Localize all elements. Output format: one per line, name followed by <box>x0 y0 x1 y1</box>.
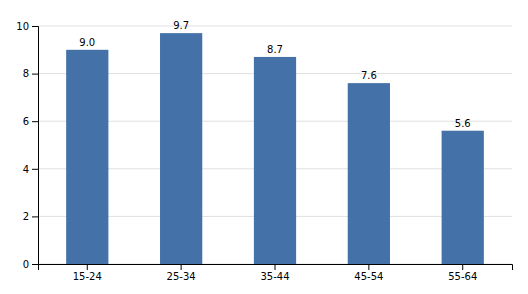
tick-mark <box>462 264 463 270</box>
tick-label: 0 <box>23 259 29 270</box>
tick-label: 25-34 <box>167 271 196 282</box>
bar <box>66 50 108 264</box>
axis-line <box>32 27 39 265</box>
tick: 25-34 <box>167 264 196 282</box>
bars <box>66 33 484 264</box>
grid-line <box>38 26 512 27</box>
bar <box>348 83 390 264</box>
tick-mark <box>32 121 38 122</box>
data-label: 9.0 <box>79 37 95 48</box>
tick-mark <box>32 264 38 265</box>
x-axis: 15-24 25-34 35-44 45-54 55-64 <box>39 264 513 282</box>
tick-mark <box>181 264 182 270</box>
data-label: 8.7 <box>267 44 283 55</box>
tick: 45-54 <box>354 264 383 282</box>
data-label: 7.6 <box>361 70 377 81</box>
tick-mark <box>32 169 38 170</box>
tick-label: 55-64 <box>448 271 477 282</box>
bar <box>254 57 296 264</box>
tick: 35-44 <box>260 264 289 282</box>
tick-label: 15-24 <box>73 271 102 282</box>
tick: 15-24 <box>73 264 102 282</box>
tick-mark <box>32 74 38 75</box>
tick-label: 2 <box>23 211 29 222</box>
tick-label: 8 <box>23 68 29 79</box>
tick-label: 35-44 <box>260 271 289 282</box>
tick: 4 <box>23 164 38 175</box>
chart: 15-24 25-34 35-44 45-54 55-64 0 2 4 6 8 10 9.0 9.7 8.… <box>0 0 528 294</box>
plot: 15-24 25-34 35-44 45-54 55-64 0 2 4 6 8 10 9.0 9.7 8.… <box>16 20 512 282</box>
data-label: 5.6 <box>455 118 471 129</box>
tick-label: 6 <box>23 116 29 127</box>
bar <box>442 131 484 264</box>
data-label: 9.7 <box>173 20 189 31</box>
tick-label: 10 <box>16 21 29 32</box>
grid <box>38 26 512 264</box>
tick-mark <box>275 264 276 270</box>
tick: 10 <box>16 21 38 32</box>
tick-mark <box>368 264 369 270</box>
tick: 8 <box>23 68 38 79</box>
tick: 2 <box>23 211 38 222</box>
tick-label: 4 <box>23 164 29 175</box>
data-labels: 9.0 9.7 8.7 7.6 5.6 <box>79 20 470 129</box>
y-axis: 0 2 4 6 8 10 <box>16 21 38 270</box>
tick: 55-64 <box>448 264 477 282</box>
tick: 0 <box>23 259 38 270</box>
tick-mark <box>32 216 38 217</box>
tick: 6 <box>23 116 38 127</box>
tick-label: 45-54 <box>354 271 383 282</box>
tick-mark <box>32 26 38 27</box>
tick-mark <box>87 264 88 270</box>
axis-line <box>39 265 513 271</box>
bar <box>160 33 202 264</box>
